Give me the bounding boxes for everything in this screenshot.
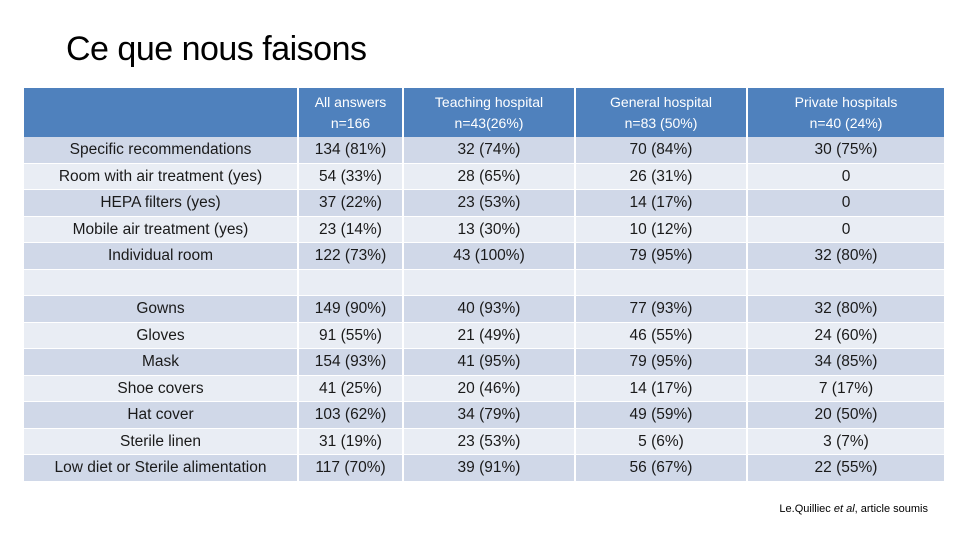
table-spacer-row	[24, 269, 944, 296]
table-cell: 21 (49%)	[404, 322, 576, 349]
table-row: Low diet or Sterile alimentation 117 (70%…	[24, 455, 944, 482]
table-cell: 3 (7%)	[748, 428, 944, 455]
table-row: Individual room 122 (73%) 43 (100%) 79 (95%…	[24, 243, 944, 270]
table-cell: 41 (95%)	[404, 349, 576, 376]
table-cell	[299, 269, 404, 296]
table-cell: 40 (93%)	[404, 296, 576, 323]
row-label: Room with air treatment (yes)	[24, 163, 299, 190]
results-table: All answers n=166 Teaching hospital n=43…	[24, 88, 944, 482]
table-cell: 41 (25%)	[299, 375, 404, 402]
table-cell: 0	[748, 190, 944, 217]
table-cell: 24 (60%)	[748, 322, 944, 349]
citation-etal: et al	[833, 503, 855, 515]
table-cell: 49 (59%)	[576, 402, 748, 429]
column-header-count: n=43(26%)	[454, 114, 524, 131]
row-label: Mobile air treatment (yes)	[24, 216, 299, 243]
table-cell	[748, 269, 944, 296]
table-cell: 26 (31%)	[576, 163, 748, 190]
table-cell: 134 (81%)	[299, 137, 404, 164]
table-cell: 32 (74%)	[404, 137, 576, 164]
table-body: Specific recommendations 134 (81%) 32 (74%…	[24, 137, 944, 482]
table-cell: 37 (22%)	[299, 190, 404, 217]
table-cell: 34 (85%)	[748, 349, 944, 376]
table-cell: 0	[748, 163, 944, 190]
table-row: Hat cover 103 (62%) 34 (79%) 49 (59%) 20 (50…	[24, 402, 944, 429]
table-cell: 46 (55%)	[576, 322, 748, 349]
table-cell: 32 (80%)	[748, 243, 944, 270]
slide-title: Ce que nous faisons	[66, 30, 367, 68]
table-cell: 7 (17%)	[748, 375, 944, 402]
table-cell: 77 (93%)	[576, 296, 748, 323]
row-label: Individual room	[24, 243, 299, 270]
table-cell: 23 (53%)	[404, 190, 576, 217]
table-row: Room with air treatment (yes) 54 (33%) 28 …	[24, 163, 944, 190]
row-label	[24, 269, 299, 296]
column-header-general-hospital: General hospital n=83 (50%)	[576, 88, 748, 137]
row-label: Gloves	[24, 322, 299, 349]
table-cell: 79 (95%)	[576, 243, 748, 270]
column-header-title: All answers	[314, 93, 387, 110]
column-header-teaching-hospital: Teaching hospital n=43(26%)	[404, 88, 576, 137]
row-label: Hat cover	[24, 402, 299, 429]
table-cell: 103 (62%)	[299, 402, 404, 429]
citation-author: Le.Quilliec	[779, 503, 834, 515]
citation-rest: , article soumis	[854, 503, 928, 515]
citation: Le.Quilliec et al, article soumis	[779, 503, 928, 515]
row-label: Low diet or Sterile alimentation	[24, 455, 299, 482]
table-cell: 14 (17%)	[576, 190, 748, 217]
table-cell	[576, 269, 748, 296]
table-cell: 34 (79%)	[404, 402, 576, 429]
table-row: Gloves 91 (55%) 21 (49%) 46 (55%) 24 (60%)	[24, 322, 944, 349]
column-header-count: n=166	[330, 114, 371, 131]
table-cell: 13 (30%)	[404, 216, 576, 243]
table-row: Sterile linen 31 (19%) 23 (53%) 5 (6%) 3 (7%…	[24, 428, 944, 455]
table-cell: 0	[748, 216, 944, 243]
table-row: Mask 154 (93%) 41 (95%) 79 (95%) 34 (85%)	[24, 349, 944, 376]
column-header-count: n=40 (24%)	[809, 114, 883, 131]
table-cell: 154 (93%)	[299, 349, 404, 376]
table-row: Specific recommendations 134 (81%) 32 (74%…	[24, 137, 944, 164]
column-header-count: n=83 (50%)	[624, 114, 698, 131]
column-header-private-hospitals: Private hospitals n=40 (24%)	[748, 88, 944, 137]
table-cell: 31 (19%)	[299, 428, 404, 455]
table-row: Shoe covers 41 (25%) 20 (46%) 14 (17%) 7 (17…	[24, 375, 944, 402]
table-cell: 122 (73%)	[299, 243, 404, 270]
table-header-row: All answers n=166 Teaching hospital n=43…	[24, 88, 944, 137]
column-header-title: General hospital	[610, 93, 712, 110]
row-label: Gowns	[24, 296, 299, 323]
table-cell	[404, 269, 576, 296]
table-cell: 149 (90%)	[299, 296, 404, 323]
table-row: Gowns 149 (90%) 40 (93%) 77 (93%) 32 (80%)	[24, 296, 944, 323]
row-label: Specific recommendations	[24, 137, 299, 164]
column-header-title: Private hospitals	[794, 93, 898, 110]
column-header-all-answers: All answers n=166	[299, 88, 404, 137]
table-cell: 56 (67%)	[576, 455, 748, 482]
row-label: HEPA filters (yes)	[24, 190, 299, 217]
table-cell: 54 (33%)	[299, 163, 404, 190]
table-cell: 10 (12%)	[576, 216, 748, 243]
table-row: HEPA filters (yes) 37 (22%) 23 (53%) 14 (17…	[24, 190, 944, 217]
table-cell: 14 (17%)	[576, 375, 748, 402]
table-cell: 91 (55%)	[299, 322, 404, 349]
table-cell: 22 (55%)	[748, 455, 944, 482]
table-cell: 20 (50%)	[748, 402, 944, 429]
row-label: Mask	[24, 349, 299, 376]
table-cell: 70 (84%)	[576, 137, 748, 164]
table-cell: 32 (80%)	[748, 296, 944, 323]
label-column-header	[24, 88, 299, 137]
table-cell: 23 (53%)	[404, 428, 576, 455]
table-cell: 79 (95%)	[576, 349, 748, 376]
table-cell: 28 (65%)	[404, 163, 576, 190]
table-cell: 117 (70%)	[299, 455, 404, 482]
row-label: Shoe covers	[24, 375, 299, 402]
table-cell: 30 (75%)	[748, 137, 944, 164]
table-cell: 43 (100%)	[404, 243, 576, 270]
table-cell: 23 (14%)	[299, 216, 404, 243]
table-cell: 20 (46%)	[404, 375, 576, 402]
table-row: Mobile air treatment (yes) 23 (14%) 13 (30…	[24, 216, 944, 243]
table-cell: 39 (91%)	[404, 455, 576, 482]
row-label: Sterile linen	[24, 428, 299, 455]
table-cell: 5 (6%)	[576, 428, 748, 455]
column-header-title: Teaching hospital	[434, 93, 544, 110]
